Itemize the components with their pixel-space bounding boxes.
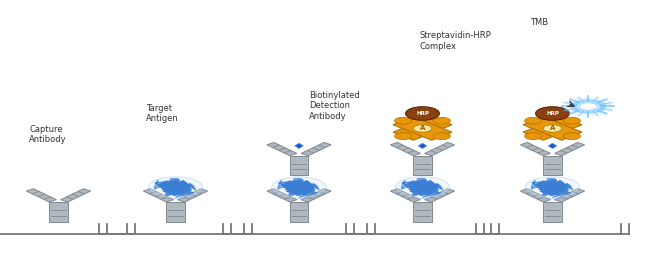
Circle shape — [564, 96, 613, 116]
Polygon shape — [554, 142, 584, 156]
Circle shape — [395, 177, 450, 199]
Text: Streptavidin-HRP
Complex: Streptavidin-HRP Complex — [419, 31, 491, 51]
Circle shape — [433, 133, 450, 140]
Polygon shape — [290, 156, 308, 175]
Text: Target
Antigen: Target Antigen — [146, 104, 179, 123]
Polygon shape — [177, 189, 207, 202]
Text: Biotinylated
Detection
Antibody: Biotinylated Detection Antibody — [309, 91, 359, 121]
Circle shape — [148, 177, 203, 199]
Circle shape — [563, 117, 580, 124]
Polygon shape — [267, 142, 297, 156]
Polygon shape — [391, 189, 421, 202]
Polygon shape — [521, 142, 551, 156]
Text: A: A — [420, 125, 425, 132]
Polygon shape — [424, 142, 454, 156]
Polygon shape — [49, 202, 68, 222]
Polygon shape — [543, 156, 562, 175]
Polygon shape — [301, 189, 331, 202]
Circle shape — [413, 125, 432, 132]
Polygon shape — [144, 189, 174, 202]
Polygon shape — [413, 156, 432, 175]
Circle shape — [525, 133, 542, 140]
Circle shape — [272, 177, 326, 199]
Polygon shape — [295, 143, 303, 148]
Polygon shape — [554, 189, 584, 202]
Circle shape — [395, 117, 412, 124]
Circle shape — [577, 102, 600, 111]
Text: A: A — [550, 125, 555, 132]
Polygon shape — [419, 143, 426, 148]
Polygon shape — [301, 142, 331, 156]
Circle shape — [579, 103, 597, 110]
Circle shape — [536, 107, 569, 120]
Circle shape — [525, 117, 542, 124]
Polygon shape — [424, 189, 454, 202]
Polygon shape — [290, 202, 308, 222]
Text: HRP: HRP — [416, 111, 429, 116]
Circle shape — [543, 125, 562, 132]
Polygon shape — [543, 202, 562, 222]
Polygon shape — [166, 202, 185, 222]
Polygon shape — [267, 189, 297, 202]
Circle shape — [525, 177, 580, 199]
Polygon shape — [523, 117, 582, 140]
Polygon shape — [60, 189, 90, 202]
Polygon shape — [393, 117, 452, 140]
Polygon shape — [523, 117, 582, 140]
Polygon shape — [393, 117, 452, 140]
Circle shape — [395, 133, 412, 140]
Text: HRP: HRP — [546, 111, 559, 116]
Polygon shape — [548, 143, 556, 148]
Text: Capture
Antibody: Capture Antibody — [29, 125, 67, 144]
Polygon shape — [27, 189, 57, 202]
Polygon shape — [391, 142, 421, 156]
Circle shape — [433, 117, 450, 124]
Polygon shape — [521, 189, 551, 202]
Polygon shape — [413, 202, 432, 222]
Circle shape — [563, 133, 580, 140]
Circle shape — [570, 99, 606, 114]
Text: TMB: TMB — [530, 18, 548, 27]
Circle shape — [406, 107, 439, 120]
